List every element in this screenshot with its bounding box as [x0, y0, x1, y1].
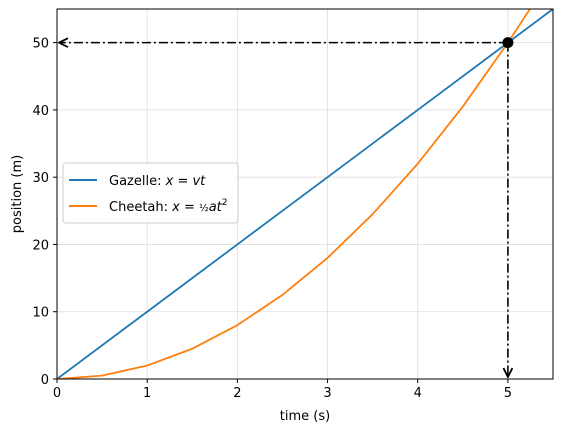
y-axis-label: position (m): [10, 155, 25, 233]
legend-math-equals2: =: [180, 200, 199, 215]
x-tick-label: 1: [143, 386, 151, 401]
y-tick-label: 30: [32, 171, 49, 186]
x-tick-label: 0: [53, 386, 61, 401]
legend-label-cheetah-text: Cheetah:: [109, 200, 172, 215]
legend-math-sq: 2: [222, 198, 228, 208]
legend-math-x2: x: [171, 200, 180, 215]
x-tick-label: 2: [233, 386, 241, 401]
legend-math-half: ½: [199, 202, 209, 214]
annotation-layer: [59, 37, 514, 377]
x-tick-label: 4: [414, 386, 422, 401]
legend-math-equals: =: [173, 174, 192, 189]
y-tick-label: 40: [32, 104, 49, 119]
y-tick-label: 20: [32, 238, 49, 253]
series-line-cheetah: [57, 9, 532, 379]
x-tick-label: 5: [504, 386, 512, 401]
legend-label-gazelle-text: Gazelle:: [109, 174, 166, 189]
legend-math-vt: vt: [192, 174, 206, 189]
legend-math-x: x: [165, 174, 174, 189]
x-axis-label: time (s): [280, 409, 330, 424]
y-tick-label: 0: [41, 373, 49, 388]
legend-label-gazelle: Gazelle: x = vt: [109, 174, 206, 189]
intersection-point: [502, 37, 514, 49]
legend-box: [62, 162, 239, 224]
legend: Gazelle: x = vt Cheetah: x = ½at2: [62, 162, 239, 224]
x-tick-label: 3: [323, 386, 331, 401]
legend-label-cheetah: Cheetah: x = ½at2: [109, 198, 228, 215]
y-tick-label: 10: [32, 306, 49, 321]
legend-math-at: at: [209, 200, 223, 215]
y-tick-label: 50: [32, 37, 49, 52]
plot-frame: [56, 8, 554, 380]
